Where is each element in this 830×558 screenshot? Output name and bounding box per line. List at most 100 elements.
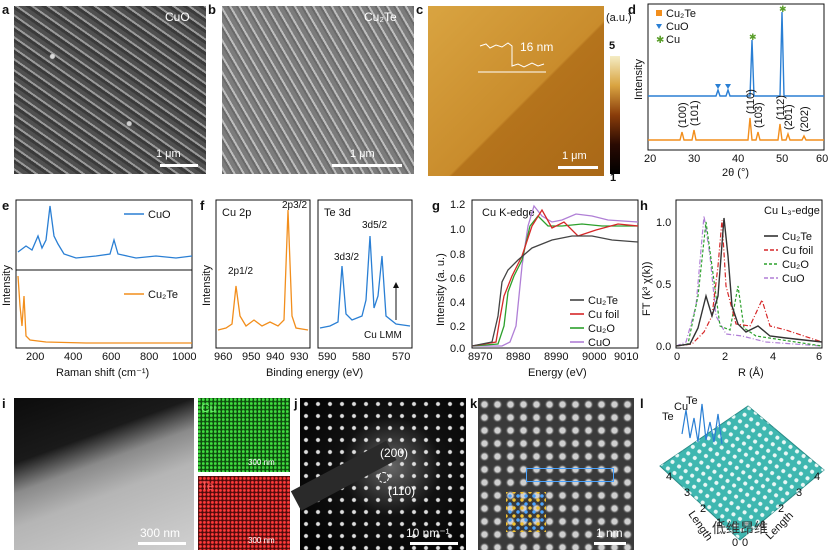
sem-image-cuo [14,6,206,174]
panel-label-g: g [432,198,440,213]
raman-xtick-200: 200 [26,351,44,363]
xps-cu2p-title: Cu 2p [222,207,251,219]
xanes-legend-cufoil: Cu foil [588,309,619,321]
xps-xtick-930: 930 [290,351,308,363]
xanes-ytick-04: 0.4 [450,297,465,309]
colorbar-max: 5 [609,40,616,52]
l-axis2-tick-4: 4 [814,471,820,483]
xrd-xtick-50: 50 [776,153,788,165]
exafs-xtick-4: 4 [770,351,776,363]
xrd-xtick-20: 20 [644,153,656,165]
raman-chart: CuO Cu₂Te 200 400 600 800 1000 Raman shi… [1,199,196,379]
atom-label-te2: Te [686,395,698,407]
xrd-xtick-40: 40 [732,153,744,165]
xrd-peak-201: (201) [783,104,795,130]
exafs-ytick-05: 0.5 [656,279,671,291]
xanes-ylabel: Intensity (a. u.) [435,253,447,326]
xanes-ytick-00: 0.0 [450,343,465,355]
xrd-peak-110: (110) [745,89,757,114]
xrd-cuo-trace [648,11,824,97]
xanes-ytick-10: 1.0 [450,224,465,236]
raman-ylabel: Intensity [1,265,13,306]
raman-legend-cu2te: Cu₂Te [148,289,178,301]
xps-annot-culmm: Cu LMM [364,330,402,341]
exafs-ytick-10: 1.0 [656,217,671,229]
xrd-peak-112: (112) [775,95,787,120]
panel-label-e: e [2,198,10,213]
scale-bar-i [138,542,186,545]
raman-xtick-1000: 1000 [172,351,196,363]
panel-label-j: j [294,396,298,411]
xanes-ytick-02: 0.2 [450,321,465,333]
xrd-peak-101: (101) [689,100,701,126]
scale-bar-b [332,164,402,167]
xanes-xtick-8980: 8980 [506,351,530,363]
exafs-xlabel: R (Å) [738,366,764,379]
atom-label-cu: Cu [674,401,688,413]
xanes-ytick-08: 0.8 [450,249,465,261]
haadf-image [14,398,194,550]
sem-tag-cu2te: Cu₂Te [364,10,397,24]
exafs-xtick-2: 2 [722,351,728,363]
exafs-cu2o [675,221,823,347]
xrd-legend-cuo: CuO [666,21,689,33]
colorbar-min: 1 [610,172,617,184]
exafs-cu2te [675,217,823,347]
l-axis1-tick-1: 1 [716,517,722,529]
colorbar [610,56,620,174]
raman-xtick-400: 400 [64,351,82,363]
xanes-cu2te [471,235,639,347]
eds-label-te: Te [201,479,214,493]
raman-cu2te-trace [17,275,192,344]
scale-bar-k [594,542,626,545]
afm-height-label: 16 nm [520,40,554,54]
afm-height-profile [478,42,546,73]
xps-xtick-960: 960 [214,351,232,363]
svg-text:✱: ✱ [656,35,664,46]
xanes-legend-cuo: CuO [588,337,611,349]
line-profile [681,403,723,445]
xanes-title: Cu K-edge [482,207,535,219]
xanes-legend-cu2o: Cu₂O [588,323,615,335]
xrd-xtick-60: 60 [816,153,828,165]
xps-ylabel: Intensity [201,265,213,306]
exafs-xtick-6: 6 [816,351,822,363]
l-axis2-tick-0: 0 [742,537,748,549]
xps-annot-2p12: 2p1/2 [228,266,253,277]
xanes-cuo [472,204,639,347]
scale-label-k: 1 nm [596,526,623,540]
xps-chart: Cu 2p Te 3d 2p1/2 2p3/2 3d3/2 3d5/2 Cu L… [201,199,413,379]
eds-map-cu [198,398,290,472]
xanes-chart: Cu K-edge Cu₂Te Cu foil Cu₂O CuO 1.2 1.0… [435,199,639,379]
colorbar-unit: (a.u.) [606,12,632,24]
eds-scale-cu: 300 nm [248,458,275,467]
lattice-box [526,468,614,482]
xps-xtick-940: 940 [266,351,284,363]
scale-bar-j [410,542,458,545]
xanes-xtick-8990: 8990 [544,351,568,363]
panel-label-a: a [2,2,10,17]
l-axis2-tick-1: 1 [760,519,766,531]
haadf-stem-lattice [478,398,634,550]
panel-label-k: k [470,396,478,411]
xps-te3d-trace [319,235,411,329]
exafs-ylabel: FT (k³ χ(k)) [641,262,653,316]
xanes-legend-cu2te: Cu₂Te [588,295,618,307]
xps-annot-2p32: 2p3/2 [282,200,307,211]
atom-label-te1: Te [662,411,674,423]
svg-text:✱: ✱ [779,4,787,14]
xps-te3d-title: Te 3d [324,207,351,219]
xrd-cu2te-trace [648,117,824,141]
scale-label-b: 1 μm [350,148,375,160]
watermark: 低维昂维 [712,521,768,537]
xps-xtick-950: 950 [242,351,260,363]
raman-cuo-trace [17,205,193,259]
saed-spot-circle [378,472,389,483]
afm-image [428,6,604,176]
panel-label-i: i [2,396,6,411]
xanes-xtick-9000: 9000 [582,351,606,363]
xps-xtick-570: 570 [392,351,410,363]
l-axis1-tick-3: 3 [684,487,690,499]
xanes-xtick-8970: 8970 [468,351,492,363]
xanes-cufoil [471,208,639,347]
